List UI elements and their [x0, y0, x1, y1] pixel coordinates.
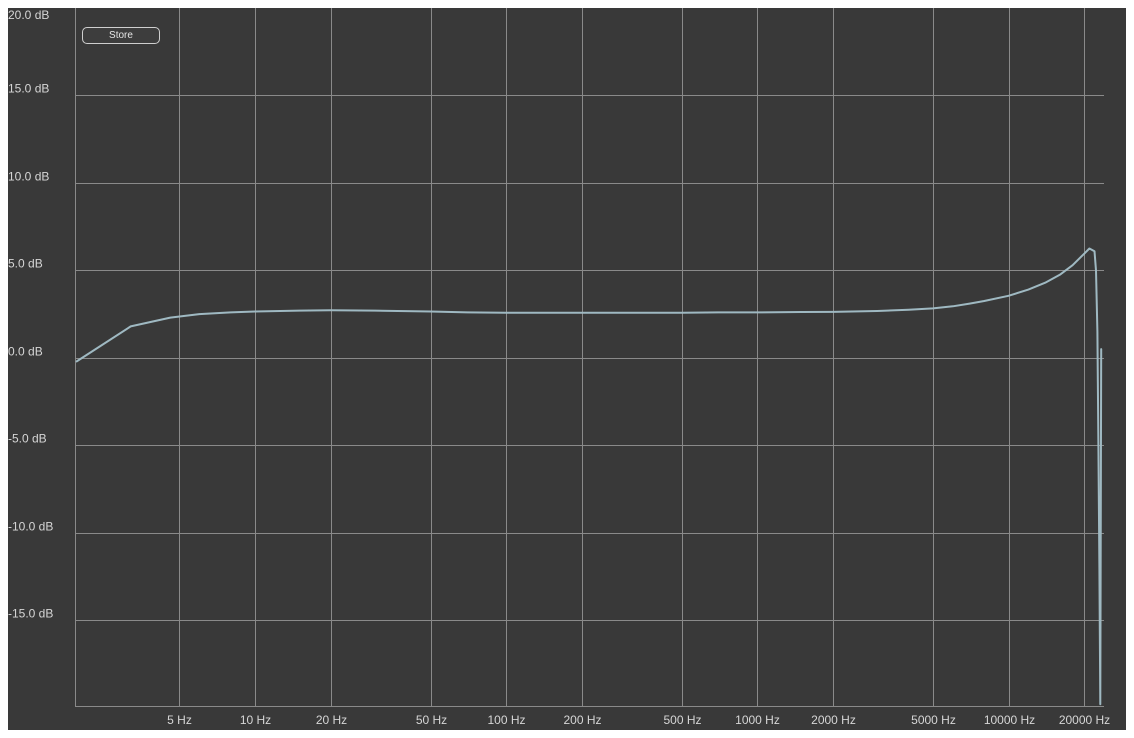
y-tick-label: 10.0 dB [8, 170, 49, 184]
x-tick-label: 2000 Hz [811, 713, 856, 727]
x-tick-label: 1000 Hz [735, 713, 780, 727]
x-tick-label: 20000 Hz [1059, 713, 1110, 727]
store-button[interactable]: Store [82, 27, 160, 44]
x-tick-label: 50 Hz [416, 713, 447, 727]
y-tick-label: 5.0 dB [8, 257, 43, 271]
y-tick-label: 0.0 dB [8, 345, 43, 359]
x-tick-label: 500 Hz [663, 713, 701, 727]
y-tick-label: -10.0 dB [8, 520, 53, 534]
y-tick-label: -5.0 dB [8, 432, 47, 446]
x-tick-label: 5 Hz [167, 713, 192, 727]
label-layer: 20.0 dB 15.0 dB 10.0 dB 5.0 dB 0.0 dB -5.0 dB… [8, 8, 1110, 727]
x-tick-label: 5000 Hz [911, 713, 956, 727]
y-tick-label: 20.0 dB [8, 8, 49, 22]
x-tick-label: 10 Hz [240, 713, 271, 727]
x-tick-label: 100 Hz [487, 713, 525, 727]
y-tick-label: 15.0 dB [8, 82, 49, 96]
chart-frame: 20.0 dB 15.0 dB 10.0 dB 5.0 dB 0.0 dB -5.0 dB… [8, 8, 1126, 730]
grid-layer [75, 8, 1104, 707]
y-tick-label: -15.0 dB [8, 607, 53, 621]
x-tick-label: 20 Hz [316, 713, 347, 727]
x-tick-label: 10000 Hz [984, 713, 1035, 727]
frequency-response-line [75, 247, 1103, 706]
frequency-response-chart: 20.0 dB 15.0 dB 10.0 dB 5.0 dB 0.0 dB -5.0 dB… [8, 8, 1110, 727]
x-tick-label: 200 Hz [563, 713, 601, 727]
series-layer [75, 247, 1103, 706]
